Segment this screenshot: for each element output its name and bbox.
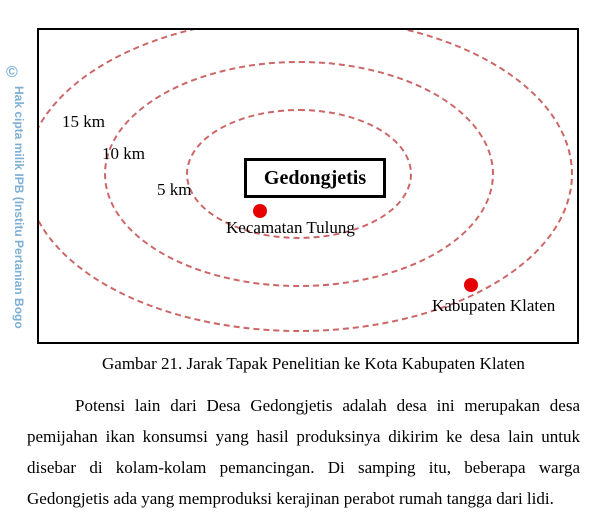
- point-dot-kabupaten-klaten: [464, 278, 478, 292]
- ring-label-3: 5 km: [157, 180, 191, 200]
- watermark-strip: Hak cipta milik IPB (Institu Pertanian B…: [6, 86, 28, 526]
- point-label-kecamatan-tulung: Kecamatan Tulung: [226, 218, 355, 238]
- watermark-copyright: ©: [6, 64, 18, 82]
- ring-label-2: 10 km: [102, 144, 145, 164]
- point-dot-kecamatan-tulung: [253, 204, 267, 218]
- ring-label-1: 15 km: [62, 112, 105, 132]
- point-label-kabupaten-klaten: Kabupaten Klaten: [432, 296, 555, 316]
- page: © Hak cipta milik IPB (Institu Pertanian…: [0, 0, 602, 526]
- diagram-frame: Gedongjetis 15 km10 km5 kmKecamatan Tulu…: [37, 28, 579, 344]
- body-paragraph: Potensi lain dari Desa Gedongjetis adala…: [27, 390, 580, 514]
- figure-caption: Gambar 21. Jarak Tapak Penelitian ke Kot…: [102, 354, 525, 374]
- watermark-text: Hak cipta milik IPB (Institu Pertanian B…: [12, 86, 26, 329]
